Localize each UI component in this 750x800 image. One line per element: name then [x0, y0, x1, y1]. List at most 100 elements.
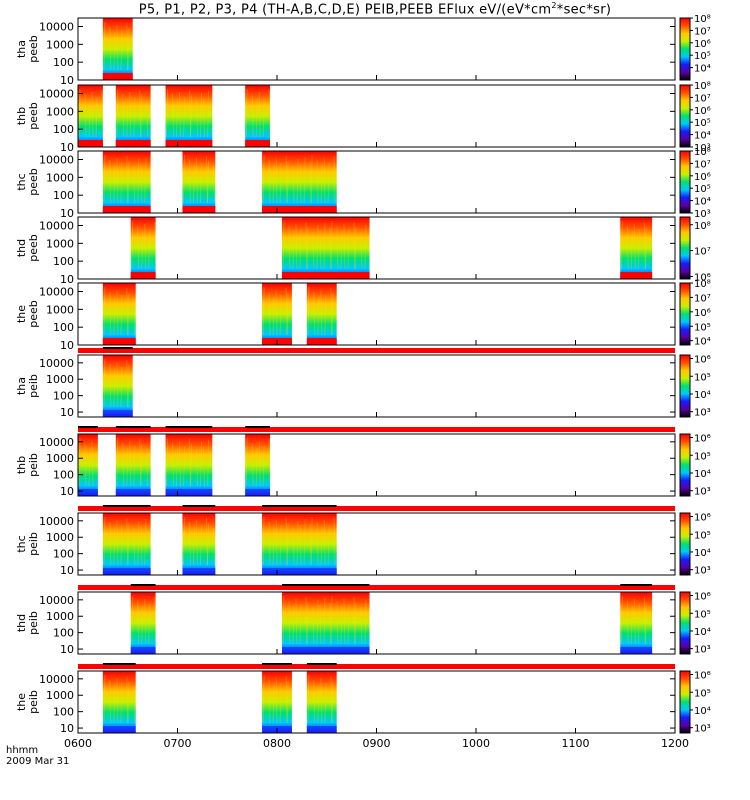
spectrogram-streak — [309, 161, 312, 204]
spectrogram-segment — [102, 283, 136, 345]
colorbar-tick-label: 10⁴ — [694, 131, 711, 142]
spectrogram-streak — [620, 595, 623, 645]
mode-bar — [78, 427, 675, 432]
spectrogram-streak — [116, 24, 119, 71]
product-label: peeb — [27, 35, 40, 63]
spectrogram-streak — [116, 289, 119, 336]
spectrogram-streak — [133, 685, 136, 724]
spectrogram-streak — [296, 520, 299, 566]
spectrogram-streak — [275, 289, 278, 336]
x-axis-unit-label: hhmm — [6, 745, 39, 756]
spectrogram-streak — [620, 220, 623, 270]
colorbar-tick-label: 10⁶ — [694, 671, 711, 682]
spectrogram-streak — [285, 155, 288, 204]
product-label: peib — [27, 374, 40, 398]
low-energy-band — [620, 272, 653, 279]
y-tick-label: 10000 — [39, 436, 74, 449]
spectrogram-streak — [330, 220, 333, 270]
spectrogram-streak — [126, 22, 129, 71]
spectrogram-streak — [275, 519, 278, 566]
spectrogram-streak — [109, 291, 112, 336]
colorbar-tick-label: 10⁴ — [694, 64, 711, 75]
y-tick-label: 10000 — [39, 21, 74, 34]
spectrogram-streak — [268, 438, 271, 487]
chart-title: P5, P1, P2, P3, P4 (TH-A,B,C,D,E) PEIB,P… — [0, 1, 750, 17]
spectrogram-streak — [306, 601, 309, 645]
spectrogram-streak — [144, 518, 147, 566]
spectrogram-streak — [272, 296, 275, 336]
spectrogram-segment — [165, 434, 213, 496]
spectrogram-streak — [327, 524, 330, 566]
x-tick-label: 1100 — [562, 737, 590, 750]
spectrogram-streak — [183, 445, 185, 487]
spectrogram-streak — [360, 231, 363, 270]
spectrogram-streak — [183, 154, 185, 204]
spectrogram-streak — [126, 447, 129, 487]
spectrogram-segment — [78, 434, 98, 496]
spectrogram-streak — [144, 223, 147, 270]
spectrogram-segment — [245, 434, 271, 496]
colorbar-tick-label: 10⁷ — [694, 293, 711, 304]
spectrogram-streak — [213, 165, 215, 204]
spectrogram-streak — [317, 684, 320, 724]
low-energy-band — [245, 140, 271, 147]
colorbar-tick-label: 10⁶ — [694, 513, 711, 524]
spectrogram-streak — [148, 603, 151, 645]
x-axis-date-label: 2009 Mar 31 — [6, 756, 70, 767]
colorbar-tick-label: 10⁸ — [694, 81, 711, 92]
spectrogram-streak — [331, 680, 334, 724]
spectrogram-streak — [626, 600, 629, 645]
colorbar — [679, 17, 691, 81]
y-tick-label: 1000 — [46, 237, 74, 250]
y-tick-label: 100 — [53, 469, 74, 482]
spectrogram-segment — [620, 592, 653, 654]
low-energy-band — [102, 410, 133, 417]
spectrogram-streak — [633, 598, 636, 645]
colorbar-tick-label: 10⁴ — [694, 627, 711, 638]
colorbar-tick-label: 10⁵ — [694, 688, 711, 699]
spectrogram-streak — [330, 287, 333, 336]
spectrogram-streak — [213, 527, 215, 566]
y-tick-label: 1000 — [46, 531, 74, 544]
colorbar-tick-label: 10⁶ — [694, 434, 711, 445]
spectrogram-streak — [303, 156, 306, 204]
title-superscript: 2 — [551, 1, 557, 10]
spectrogram-segment — [130, 592, 156, 654]
spectrogram-streak — [116, 361, 119, 408]
y-tick-label: 1000 — [46, 105, 74, 118]
spectrogram-streak — [299, 163, 302, 204]
spectrogram-streak — [295, 598, 298, 645]
spectrogram-streak — [190, 443, 192, 487]
colorbar-tick-label: 10⁷ — [694, 93, 711, 104]
spectrogram-streak — [288, 600, 291, 645]
low-energy-band — [115, 489, 151, 496]
spectrogram-streak — [127, 160, 130, 204]
spectrogram-streak — [113, 31, 116, 71]
spectrogram-segment — [130, 217, 156, 279]
colorbar-tick-label: 10⁴ — [694, 469, 711, 480]
colorbar-tick-label: 10³ — [694, 645, 711, 656]
colorbar — [679, 84, 691, 148]
spectrogram-streak — [166, 437, 168, 487]
spectrogram-streak — [292, 165, 295, 204]
spectrogram-streak — [307, 674, 310, 724]
panel-frame — [77, 591, 676, 655]
spectrogram-streak — [282, 595, 285, 645]
spectrogram-streak — [255, 447, 258, 487]
product-label: peib — [27, 690, 40, 714]
spectrogram-streak — [207, 160, 209, 204]
spectrogram-streak — [101, 89, 104, 138]
spectrogram-streak — [630, 230, 633, 270]
spectrogram-streak — [626, 225, 629, 270]
spectrogram-streak — [196, 519, 198, 566]
colorbar-tick-label: 10⁶ — [694, 106, 711, 117]
spectrogram-streak — [113, 368, 116, 408]
spectrogram-streak — [285, 675, 288, 724]
spectrogram-streak — [148, 228, 151, 270]
colorbar-tick-label: 10⁸ — [694, 147, 711, 158]
spectrogram-streak — [292, 527, 295, 566]
probe-label: thb — [15, 456, 28, 474]
colorbar-tick-label: 10⁶ — [694, 355, 711, 366]
spectrogram-streak — [176, 98, 178, 138]
spectrogram-streak — [137, 600, 140, 645]
